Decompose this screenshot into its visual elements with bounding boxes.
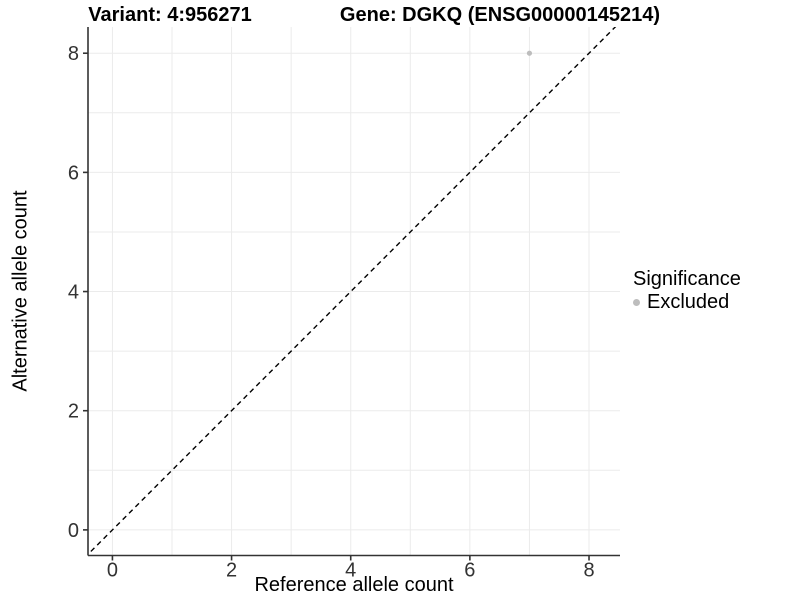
- plot-title-gene: Gene: DGKQ (ENSG00000145214): [339, 4, 661, 26]
- identity-line: [88, 27, 617, 556]
- x-tick-label: 4: [345, 560, 356, 582]
- y-tick-label: 8: [68, 43, 79, 65]
- legend-title: Significance: [633, 268, 741, 290]
- y-tick-label: 0: [68, 520, 79, 542]
- x-tick-label: 6: [464, 560, 475, 582]
- x-tick-label: 0: [107, 560, 118, 582]
- x-axis-title: Reference allele count: [254, 574, 454, 596]
- legend-entry-label: Excluded: [647, 291, 730, 313]
- y-axis-title: Alternative allele count: [9, 190, 32, 392]
- y-tick-label: 4: [68, 282, 79, 304]
- x-tick-label: 8: [583, 560, 594, 582]
- legend: Significance Excluded: [633, 269, 741, 312]
- plot-title-variant: Variant: 4:956271: [88, 4, 252, 26]
- legend-entry: Excluded: [633, 292, 741, 312]
- data-point: [526, 50, 533, 56]
- legend-point-icon: [633, 298, 640, 306]
- x-tick-label: 2: [226, 560, 237, 582]
- y-tick-label: 6: [68, 162, 79, 184]
- y-tick-label: 2: [68, 401, 79, 423]
